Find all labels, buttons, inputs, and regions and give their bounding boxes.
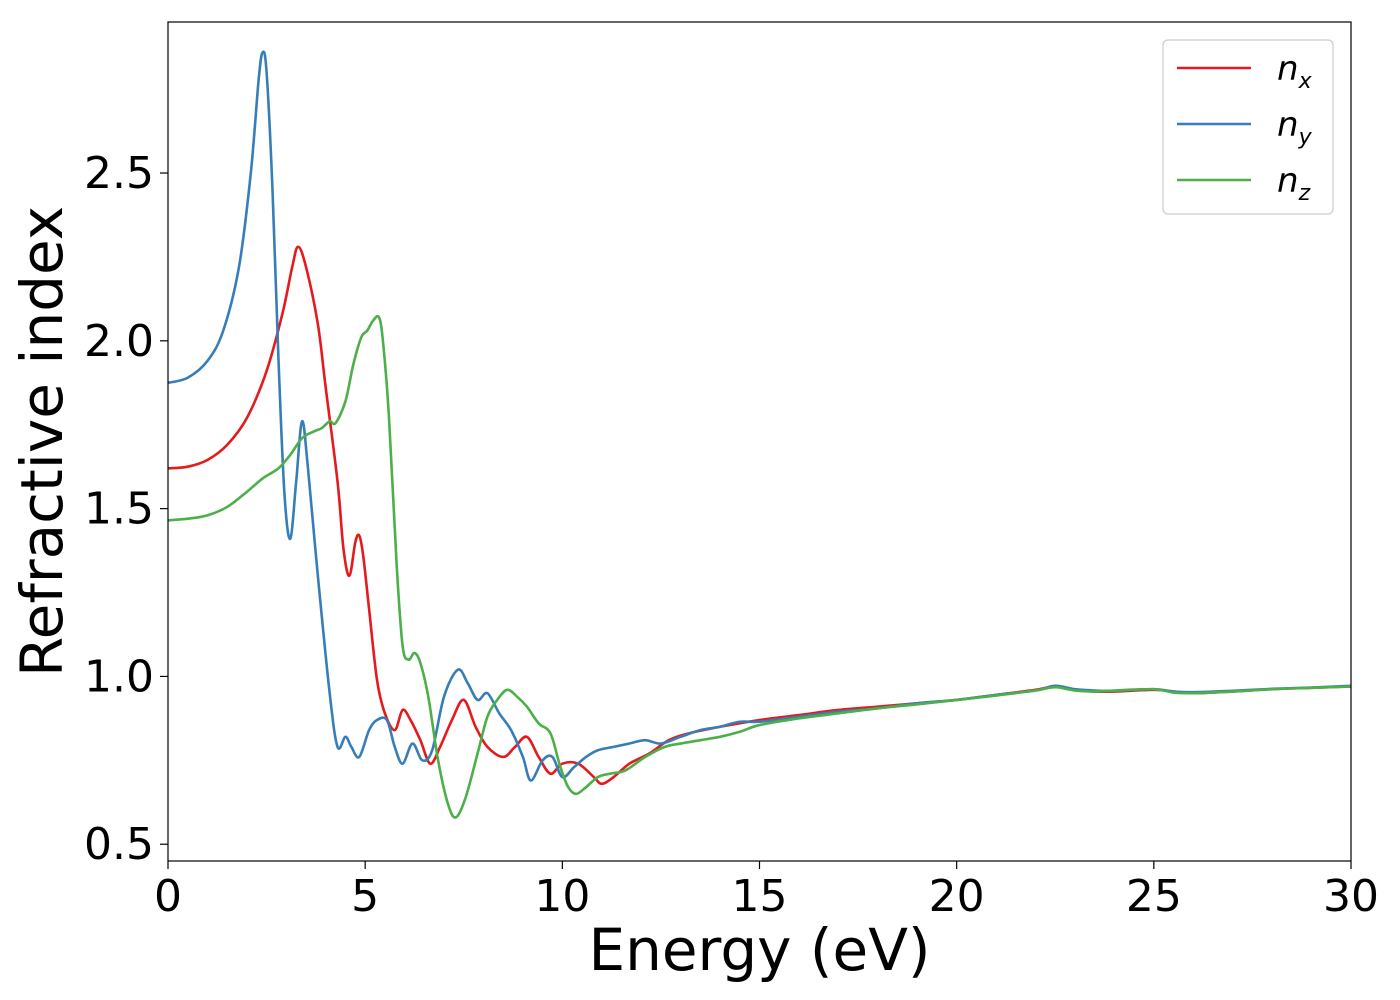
x-axis-ticks: 0 5 10 15 20 25 30 [154,861,1379,922]
y-axis-ticks: 0.5 1.0 1.5 2.0 2.5 [84,148,168,870]
legend-label-n-y: ny [1277,105,1313,150]
y-tick-label: 0.5 [84,819,154,870]
x-tick-label: 5 [351,871,379,922]
x-tick-label: 20 [929,871,985,922]
legend-box [1162,39,1334,215]
x-tick-label: 0 [154,871,182,922]
series-layer [168,50,1351,819]
legend-label-n-x: nx [1277,49,1313,94]
x-tick-label: 15 [732,871,788,922]
y-tick-label: 1.5 [84,484,154,535]
y-tick-label: 2.0 [84,316,154,367]
x-tick-label: 25 [1126,871,1182,922]
y-tick-label: 1.0 [84,651,154,702]
y-axis-title: Refractive index [8,206,76,677]
x-tick-label: 30 [1323,871,1379,922]
x-tick-label: 10 [534,871,590,922]
x-axis-title: Energy (eV) [588,916,930,984]
series-line-n-z [168,314,1351,819]
series-line-n-x [168,245,1351,786]
y-tick-label: 2.5 [84,148,154,199]
